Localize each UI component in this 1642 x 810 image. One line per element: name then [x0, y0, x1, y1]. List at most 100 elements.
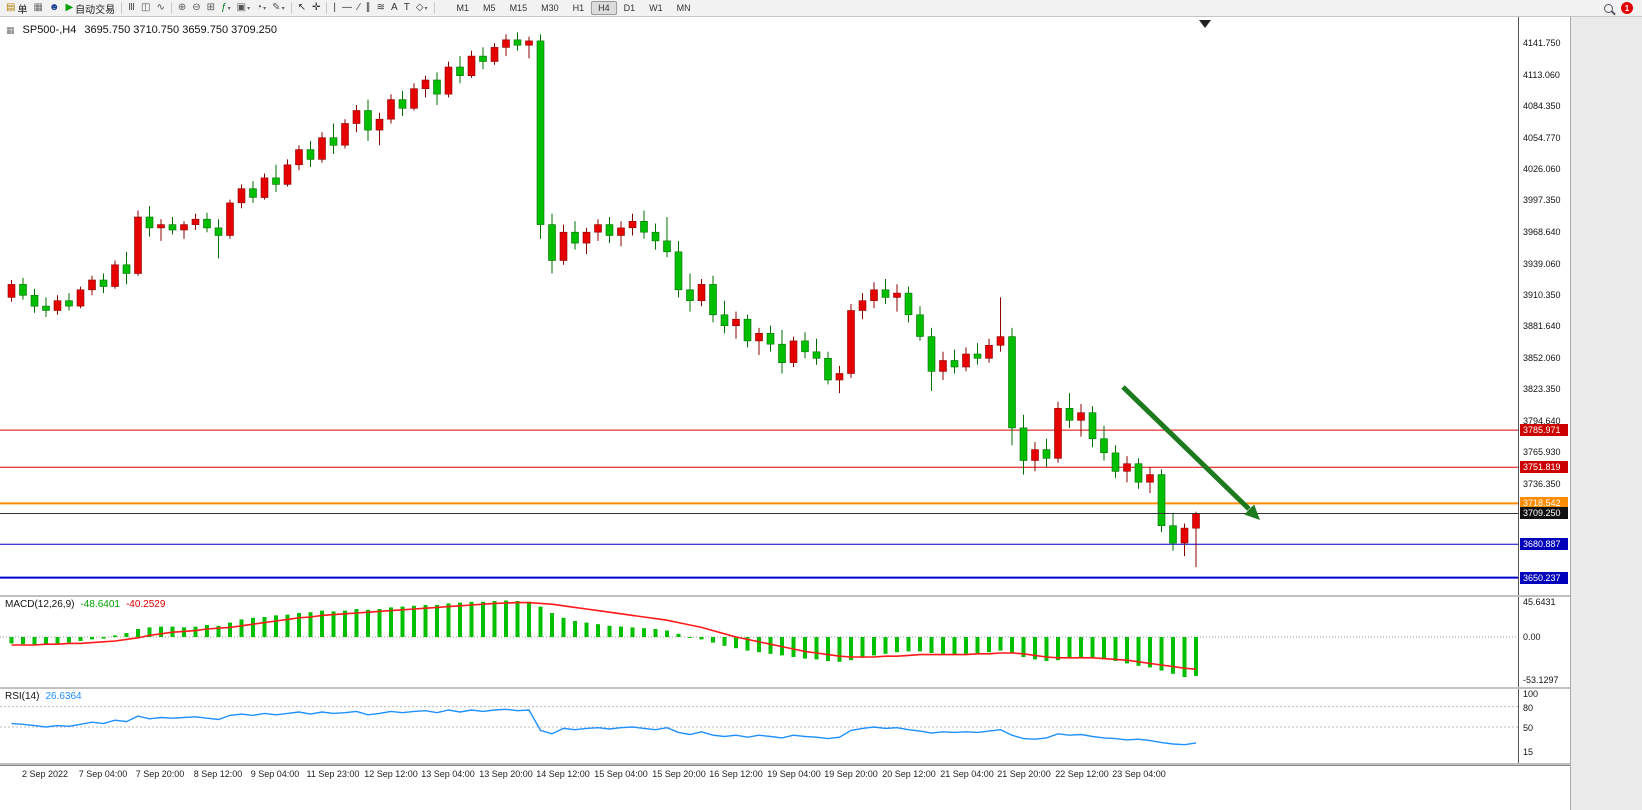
time-axis-label: 7 Sep 04:00: [78, 769, 128, 779]
candlestick-chart-icon-glyph: ◫: [141, 2, 151, 13]
price-axis-label: 3939.060: [1523, 259, 1561, 269]
timeframe-MN[interactable]: MN: [676, 3, 691, 13]
macd-axis-label: 0.00: [1523, 632, 1541, 642]
candlestick-chart-icon[interactable]: ◫: [138, 1, 153, 16]
timeframe-M5[interactable]: M5: [483, 3, 496, 13]
toolbar-separator: [170, 2, 172, 14]
rsi-label: RSI(14) 26.6364: [5, 691, 82, 702]
chart-window-icon[interactable]: ▦: [30, 1, 45, 16]
price-axis-label: 3910.350: [1523, 290, 1561, 300]
chart-window-icon-glyph: ▦: [33, 2, 43, 13]
vertical-line-icon[interactable]: |: [330, 1, 339, 16]
time-axis-label: 13 Sep 20:00: [479, 769, 533, 779]
algo-trading-button[interactable]: ▶ 自动交易: [62, 1, 118, 16]
macd-main-value: -48.6401: [80, 599, 120, 610]
timeframe-M30[interactable]: M30: [541, 3, 559, 13]
time-axis[interactable]: 2 Sep 2022 7 Sep 04:00 7 Sep 20:00 8 Sep 12…: [0, 765, 1570, 784]
price-tag-3751.819: 3751.819: [1520, 461, 1568, 473]
price-axis-label: 4113.060: [1523, 70, 1560, 80]
time-axis-label: 7 Sep 20:00: [135, 769, 185, 779]
notification-badge[interactable]: 1: [1621, 2, 1633, 14]
timeframe-W1[interactable]: W1: [649, 3, 663, 13]
main-chart-canvas[interactable]: [0, 17, 1518, 595]
macd-axis[interactable]: 45.6431 0.00 -53.1297: [1518, 597, 1571, 687]
timeframe-H1[interactable]: H1: [572, 3, 585, 13]
draw-icon[interactable]: ✎ ▾: [269, 1, 287, 16]
time-axis-label: 13 Sep 04:00: [421, 769, 475, 779]
period-icon-dropdown[interactable]: ▾: [263, 5, 267, 12]
rsi-axis[interactable]: 100 80 50 15: [1518, 689, 1571, 763]
price-tag-3718.542: 3718.542: [1520, 497, 1568, 509]
price-axis-label: 3736.350: [1523, 479, 1561, 489]
crosshair-icon[interactable]: ✛: [309, 1, 323, 16]
horizontal-line-icon-glyph: —: [341, 2, 352, 13]
templates-icon-dropdown[interactable]: ▾: [247, 5, 251, 12]
price-axis-label: 4141.750: [1523, 38, 1561, 48]
price-axis-label: 4084.350: [1523, 101, 1561, 111]
price-axis[interactable]: 4141.750 4113.060 4084.350 4054.770 4026.060…: [1518, 17, 1571, 595]
cursor-icon[interactable]: ↖: [295, 1, 309, 16]
draw-icon-dropdown[interactable]: ▾: [281, 5, 285, 12]
timeframe-H4[interactable]: H4: [591, 1, 617, 15]
algo-trading-button-glyph: ▶: [65, 2, 74, 13]
time-axis-label: 2 Sep 2022: [21, 769, 69, 779]
indicators-icon[interactable]: ƒ ▾: [218, 1, 234, 16]
search-icon[interactable]: [1604, 3, 1613, 13]
channel-icon[interactable]: ∥: [363, 1, 374, 16]
rsi-axis-label: 100: [1523, 689, 1539, 699]
timeframe-D1[interactable]: D1: [623, 3, 636, 13]
price-tag-3709.250: 3709.250: [1520, 507, 1568, 519]
profile-icon-glyph: ☻: [48, 2, 60, 13]
rsi-canvas[interactable]: [0, 689, 1518, 763]
period-icon[interactable]: ◔ ▾: [253, 1, 269, 16]
time-axis-label: 15 Sep 04:00: [594, 769, 648, 779]
trendline-icon[interactable]: ∕: [355, 1, 363, 16]
fibonacci-icon-glyph: ≋: [376, 2, 386, 13]
timeframe-toolbar: M1 M5 M15 M30 H1 H4 D1 W1 MN: [450, 1, 698, 15]
zoom-out-icon[interactable]: ⊖: [189, 1, 203, 16]
rsi-axis-label: 15: [1523, 747, 1534, 757]
fibonacci-icon[interactable]: ≋: [374, 1, 388, 16]
indicators-icon-dropdown[interactable]: ▾: [227, 5, 231, 12]
algo-trading-button-label: 自动交易: [75, 4, 116, 16]
timeframe-M1[interactable]: M1: [456, 3, 470, 13]
tile-windows-icon[interactable]: ⊞: [204, 1, 218, 16]
zoom-in-icon[interactable]: ⊕: [175, 1, 189, 16]
toolbar: ▤ 单 ▦ ☻ ▶ 自动交易 Ⅲ ◫ ∿ ⊕ ⊖ ⊞ ƒ ▾ ▣ ▾ ◔ ▾ ✎ ▾ ↖ ✛ | — ∕ ∥ ≋ A T ◇ ▾ M1 M5 M…: [0, 0, 1642, 17]
vertical-line-icon-glyph: |: [333, 2, 336, 13]
label-icon-glyph: T: [403, 2, 410, 13]
profile-icon[interactable]: ☻: [46, 1, 63, 16]
price-axis-label: 4026.060: [1523, 164, 1561, 174]
time-axis-label: 14 Sep 12:00: [536, 769, 590, 779]
templates-icon[interactable]: ▣ ▾: [234, 1, 253, 16]
price-tag-3650.237: 3650.237: [1520, 572, 1568, 584]
new-order-button[interactable]: ▤ 单: [3, 1, 30, 16]
rsi-axis-label: 80: [1523, 703, 1534, 713]
shapes-icon[interactable]: ◇ ▾: [413, 1, 431, 16]
macd-canvas[interactable]: [0, 597, 1518, 687]
horizontal-line-icon[interactable]: —: [339, 1, 355, 16]
zoom-out-icon-glyph: ⊖: [192, 2, 201, 13]
panel-splitter-rsi[interactable]: [0, 687, 1570, 689]
label-icon[interactable]: T: [401, 1, 413, 16]
draw-icon-glyph: ✎: [272, 2, 281, 13]
time-axis-label: 20 Sep 12:00: [882, 769, 936, 779]
price-tag-3785.971: 3785.971: [1520, 424, 1568, 436]
tile-windows-icon-glyph: ⊞: [206, 2, 216, 13]
macd-name: MACD(12,26,9): [5, 599, 75, 610]
timeframe-M15[interactable]: M15: [509, 3, 528, 13]
line-chart-icon-glyph: ∿: [156, 2, 165, 13]
panel-splitter-time: [0, 763, 1570, 765]
price-axis-label: 3765.930: [1523, 447, 1561, 457]
line-chart-icon[interactable]: ∿: [154, 1, 168, 16]
text-icon-glyph: A: [391, 2, 398, 13]
text-icon[interactable]: A: [388, 1, 401, 16]
price-axis-label: 3997.350: [1523, 195, 1561, 205]
panel-splitter-macd[interactable]: [0, 595, 1570, 597]
price-axis-label: 3823.350: [1523, 384, 1561, 394]
bar-chart-icon-glyph: Ⅲ: [128, 2, 136, 13]
shapes-icon-dropdown[interactable]: ▾: [424, 5, 428, 12]
macd-axis-label: -53.1297: [1523, 675, 1559, 685]
time-axis-label: 21 Sep 20:00: [997, 769, 1051, 779]
bar-chart-icon[interactable]: Ⅲ: [125, 1, 138, 16]
